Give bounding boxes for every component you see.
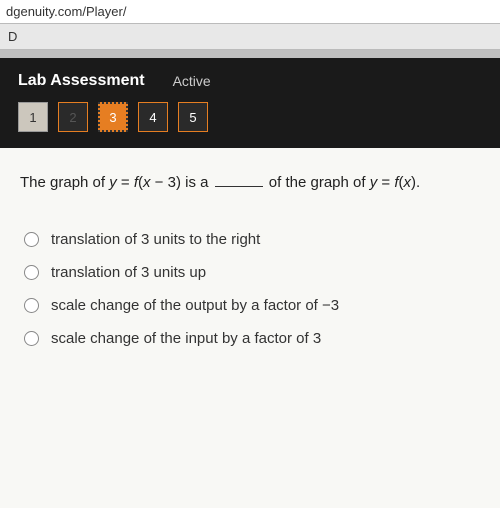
question-nav-5[interactable]: 5 [178, 102, 208, 132]
radio-icon[interactable] [24, 265, 39, 280]
question-content: The graph of y = f(x − 3) is a of the gr… [0, 148, 500, 508]
status-label: Active [173, 73, 211, 89]
question-nav-1[interactable]: 1 [18, 102, 48, 132]
q-pre: The graph of [20, 174, 109, 191]
q-post: of the graph of [265, 174, 370, 191]
option-label-3: scale change of the output by a factor o… [51, 297, 339, 314]
option-label-2: translation of 3 units up [51, 264, 206, 281]
radio-icon[interactable] [24, 331, 39, 346]
q-x2: x [403, 174, 411, 191]
question-text: The graph of y = f(x − 3) is a of the gr… [20, 172, 480, 195]
browser-strip: D [0, 24, 500, 50]
option-row-3[interactable]: scale change of the output by a factor o… [24, 297, 480, 314]
option-row-4[interactable]: scale change of the input by a factor of… [24, 330, 480, 347]
q-close: ). [411, 174, 420, 191]
q-eq1: = [117, 174, 134, 191]
question-nav-4[interactable]: 4 [138, 102, 168, 132]
url-bar[interactable]: dgenuity.com/Player/ [0, 0, 500, 24]
radio-icon[interactable] [24, 232, 39, 247]
option-row-1[interactable]: translation of 3 units to the right [24, 231, 480, 248]
option-label-4: scale change of the input by a factor of… [51, 330, 321, 347]
question-nav-2[interactable]: 2 [58, 102, 88, 132]
tab-letter: D [8, 29, 17, 44]
blank-line [215, 173, 263, 187]
radio-icon[interactable] [24, 298, 39, 313]
option-row-2[interactable]: translation of 3 units up [24, 264, 480, 281]
q-rest1: − 3) is a [151, 174, 213, 191]
q-y1: y [109, 174, 117, 191]
question-nav-3[interactable]: 3 [98, 102, 128, 132]
option-label-1: translation of 3 units to the right [51, 231, 260, 248]
question-nav: 1 2 3 4 5 [18, 102, 482, 132]
options-list: translation of 3 units to the right tran… [20, 231, 480, 347]
q-eq2: = [377, 174, 394, 191]
lab-title: Lab Assessment [18, 72, 145, 90]
assessment-header: Lab Assessment Active 1 2 3 4 5 [0, 58, 500, 148]
url-text: dgenuity.com/Player/ [6, 4, 126, 19]
q-x1: x [143, 174, 151, 191]
